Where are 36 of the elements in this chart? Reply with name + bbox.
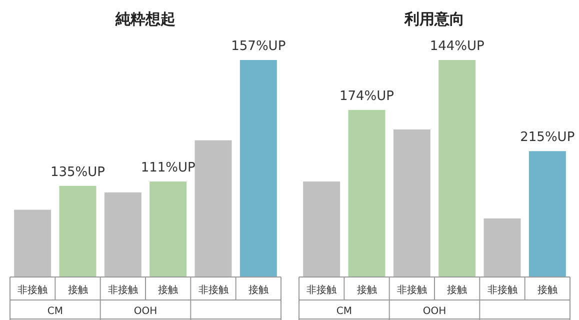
chart-title: 純粋想起 [114, 10, 176, 28]
bar [104, 192, 142, 277]
chart-title: 利用意向 [404, 10, 464, 28]
bar [393, 129, 430, 277]
annotation: 157%UP [231, 39, 286, 54]
bar [348, 110, 386, 277]
annotation: 174%UP [339, 88, 394, 104]
text: 接触 [537, 285, 558, 296]
text: 非接触 [198, 285, 228, 296]
annotation: 135%UP [50, 164, 106, 180]
annotation: 111%UP [140, 160, 196, 176]
x-tick-label: OOH [134, 306, 158, 317]
x-tick-label: CM [336, 306, 352, 317]
bar [59, 186, 96, 277]
annotation: 144%UP [430, 39, 484, 54]
text: 非接触 [108, 285, 138, 296]
bar [14, 210, 52, 277]
bar [194, 140, 232, 277]
series-label: 非接触 [18, 284, 48, 296]
text: 非接触 [487, 285, 518, 296]
annotation: 215%UP [520, 130, 575, 146]
bar [240, 60, 277, 277]
series-label: 接触 [68, 284, 88, 296]
text: 非接触 [396, 285, 427, 296]
bar [528, 151, 566, 277]
bar [150, 182, 187, 277]
text: 接触 [158, 285, 178, 296]
bar [438, 60, 476, 277]
series-label: 接触 [356, 284, 377, 296]
text: 接触 [447, 285, 468, 296]
text: 接触 [248, 285, 268, 296]
series-label: 非接触 [306, 284, 337, 296]
bar [484, 218, 521, 277]
bar [303, 182, 340, 277]
x-tick-label: OOH [422, 306, 446, 317]
x-tick-label: CM [47, 306, 63, 317]
